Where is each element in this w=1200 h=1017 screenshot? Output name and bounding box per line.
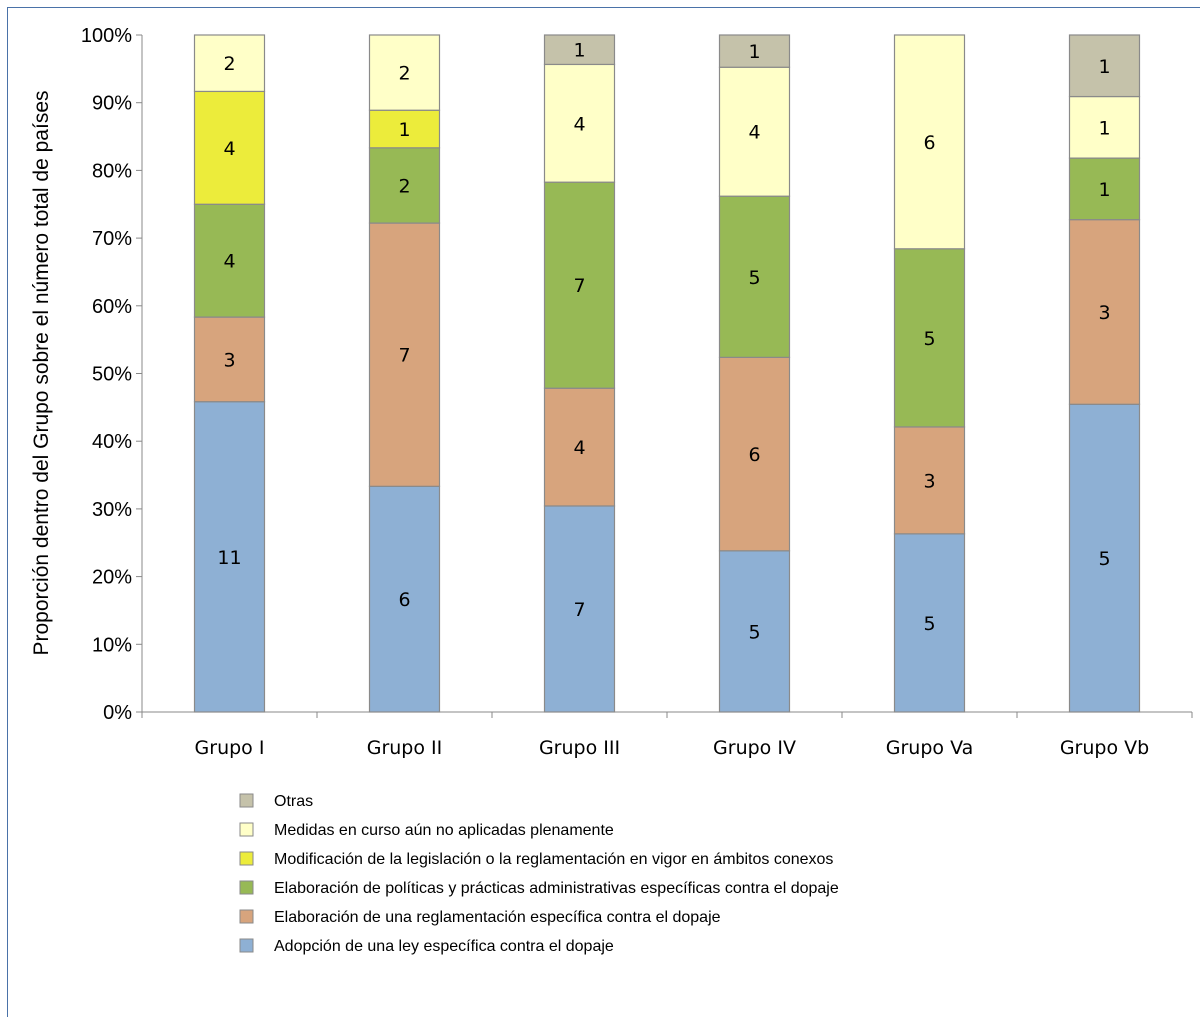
data-label: 1: [1098, 117, 1110, 139]
bar-segment: [193, 203, 266, 318]
axes: 0% 10% 20% 30% 40% 50% 60% 70% 80% 90% 100% Grupo I…: [81, 25, 1193, 759]
bar-segment: [718, 34, 791, 68]
legend-label: Medidas en curso aún no aplicadas plenam…: [274, 822, 614, 839]
bar-segment: [1068, 34, 1141, 98]
data-label: 5: [923, 328, 935, 350]
bar-segment: [893, 34, 966, 250]
y-tick-label: 100%: [81, 25, 132, 47]
bar-segment: [718, 550, 791, 713]
data-label: 3: [1098, 302, 1110, 324]
data-label: 2: [398, 63, 410, 85]
data-label: 7: [573, 275, 585, 297]
data-label: 4: [573, 437, 585, 459]
legend-swatch: [239, 938, 254, 953]
legend-label: Modificación de la legislación o la regl…: [274, 851, 833, 868]
y-tick-label: 10%: [92, 634, 132, 656]
data-label: 1: [1098, 56, 1110, 78]
chart-frame: [7, 7, 1200, 1017]
bar-segment: [368, 34, 441, 111]
data-label: 4: [223, 138, 235, 160]
bar-segment: [543, 34, 616, 66]
category-label: Grupo I: [195, 737, 265, 759]
y-axis-label-group: Proporción dentro del Grupo sobre el núm…: [30, 90, 53, 655]
data-label: 2: [398, 175, 410, 197]
y-tick-label: 20%: [92, 567, 132, 589]
y-tick-label: 90%: [92, 93, 132, 115]
bar-segment: [193, 401, 266, 713]
legend-swatch: [239, 909, 254, 924]
bar-segment: [193, 316, 266, 403]
y-tick-label: 80%: [92, 160, 132, 182]
bar-segment: [1068, 95, 1141, 159]
bar-segment: [1068, 157, 1141, 221]
data-label: 3: [923, 470, 935, 492]
data-label: 4: [223, 251, 235, 273]
bar-segment: [718, 195, 791, 358]
legend-swatch: [239, 851, 254, 866]
y-tick-label: 50%: [92, 364, 132, 386]
y-axis-label: Proporción dentro del Grupo sobre el núm…: [30, 90, 53, 655]
data-label: 1: [748, 41, 760, 63]
bar-segment: [893, 248, 966, 428]
bar-segment: [368, 147, 441, 224]
legend-swatch: [239, 822, 254, 837]
bar-segment: [543, 63, 616, 183]
y-tick-label: 30%: [92, 499, 132, 521]
data-label: 1: [573, 40, 585, 62]
legend-label: Elaboración de una reglamentación especí…: [274, 909, 721, 926]
bar-segment: [893, 533, 966, 713]
data-label: 1: [398, 119, 410, 141]
y-tick-label: 70%: [92, 228, 132, 250]
y-tick-label: 60%: [92, 296, 132, 318]
y-tick-label: 0%: [103, 702, 132, 724]
y-tick-label: 40%: [92, 431, 132, 453]
data-label: 7: [398, 345, 410, 367]
data-label: 7: [573, 599, 585, 621]
data-label: 6: [398, 589, 410, 611]
bar-segment: [193, 34, 266, 93]
legend-label: Otras: [274, 793, 313, 810]
data-label: 4: [573, 113, 585, 135]
legend: Otras Medidas en curso aún no aplicadas p…: [239, 793, 839, 955]
bar-segment: [893, 426, 966, 535]
data-label: 2: [223, 53, 235, 75]
bar-segment: [543, 181, 616, 389]
legend-label: Elaboración de políticas y prácticas adm…: [274, 880, 839, 897]
category-label: Grupo Va: [886, 737, 973, 759]
bar-segment: [718, 66, 791, 197]
bar-segment: [718, 356, 791, 552]
data-label: 4: [748, 122, 760, 144]
data-label: 3: [223, 349, 235, 371]
category-label: Grupo II: [367, 737, 443, 759]
legend-swatch: [239, 793, 254, 808]
legend-swatch: [239, 880, 254, 895]
legend-label: Adopción de una ley específica contra el…: [274, 938, 614, 955]
data-label: 5: [923, 613, 935, 635]
data-label: 5: [748, 621, 760, 643]
data-label: 5: [748, 267, 760, 289]
category-label: Grupo Vb: [1060, 737, 1149, 759]
bars: [193, 34, 1141, 713]
bar-segment: [543, 505, 616, 713]
category-label: Grupo IV: [713, 737, 796, 759]
bar-segment: [1068, 403, 1141, 713]
data-label: 1: [1098, 179, 1110, 201]
data-label: 6: [923, 132, 935, 154]
category-label: Grupo III: [539, 737, 620, 759]
data-label: 5: [1098, 548, 1110, 570]
bar-segment: [1068, 219, 1141, 405]
bar-segment: [193, 90, 266, 205]
data-label: 11: [217, 547, 241, 569]
data-label: 6: [748, 444, 760, 466]
bar-segment: [543, 387, 616, 507]
bar-segment: [368, 222, 441, 487]
